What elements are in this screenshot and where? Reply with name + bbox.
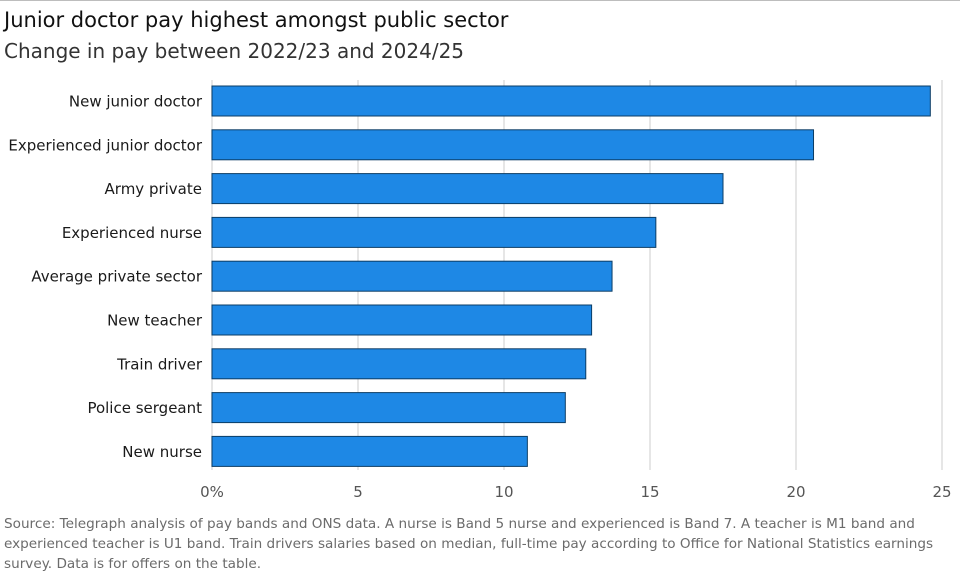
bar — [211, 173, 724, 205]
x-tick-label: 5 — [353, 483, 363, 501]
category-label: New junior doctor — [69, 93, 203, 111]
category-label: Average private sector — [31, 268, 203, 286]
bar — [211, 260, 613, 292]
category-label: Experienced nurse — [62, 224, 202, 242]
bar — [211, 216, 657, 248]
category-label: New teacher — [107, 312, 203, 330]
bar — [211, 85, 931, 117]
bar — [211, 348, 587, 380]
category-label: Army private — [105, 180, 202, 198]
top-divider — [0, 0, 960, 1]
category-label: Train driver — [116, 355, 203, 373]
x-tick-label: 0% — [200, 483, 224, 501]
x-tick-label: 25 — [932, 483, 951, 501]
chart-title: Junior doctor pay highest amongst public… — [4, 8, 509, 32]
bar — [211, 304, 593, 336]
x-tick-label: 20 — [786, 483, 805, 501]
bars — [211, 85, 931, 467]
bar — [211, 129, 815, 161]
x-tick-label: 15 — [640, 483, 659, 501]
bar — [211, 435, 528, 467]
bar — [211, 392, 566, 424]
x-tick-label: 10 — [494, 483, 513, 501]
category-label: New nurse — [122, 443, 202, 461]
bar-chart: New junior doctor Experienced junior doct… — [8, 80, 952, 501]
category-label: Experienced junior doctor — [8, 136, 202, 154]
x-axis-ticks: 0% 5 10 15 20 25 — [200, 483, 951, 501]
source-footnote: Source: Telegraph analysis of pay bands … — [4, 516, 934, 572]
category-label: Police sergeant — [87, 399, 202, 417]
chart-subtitle: Change in pay between 2022/23 and 2024/2… — [4, 39, 465, 63]
category-labels: New junior doctor Experienced junior doct… — [8, 93, 202, 461]
